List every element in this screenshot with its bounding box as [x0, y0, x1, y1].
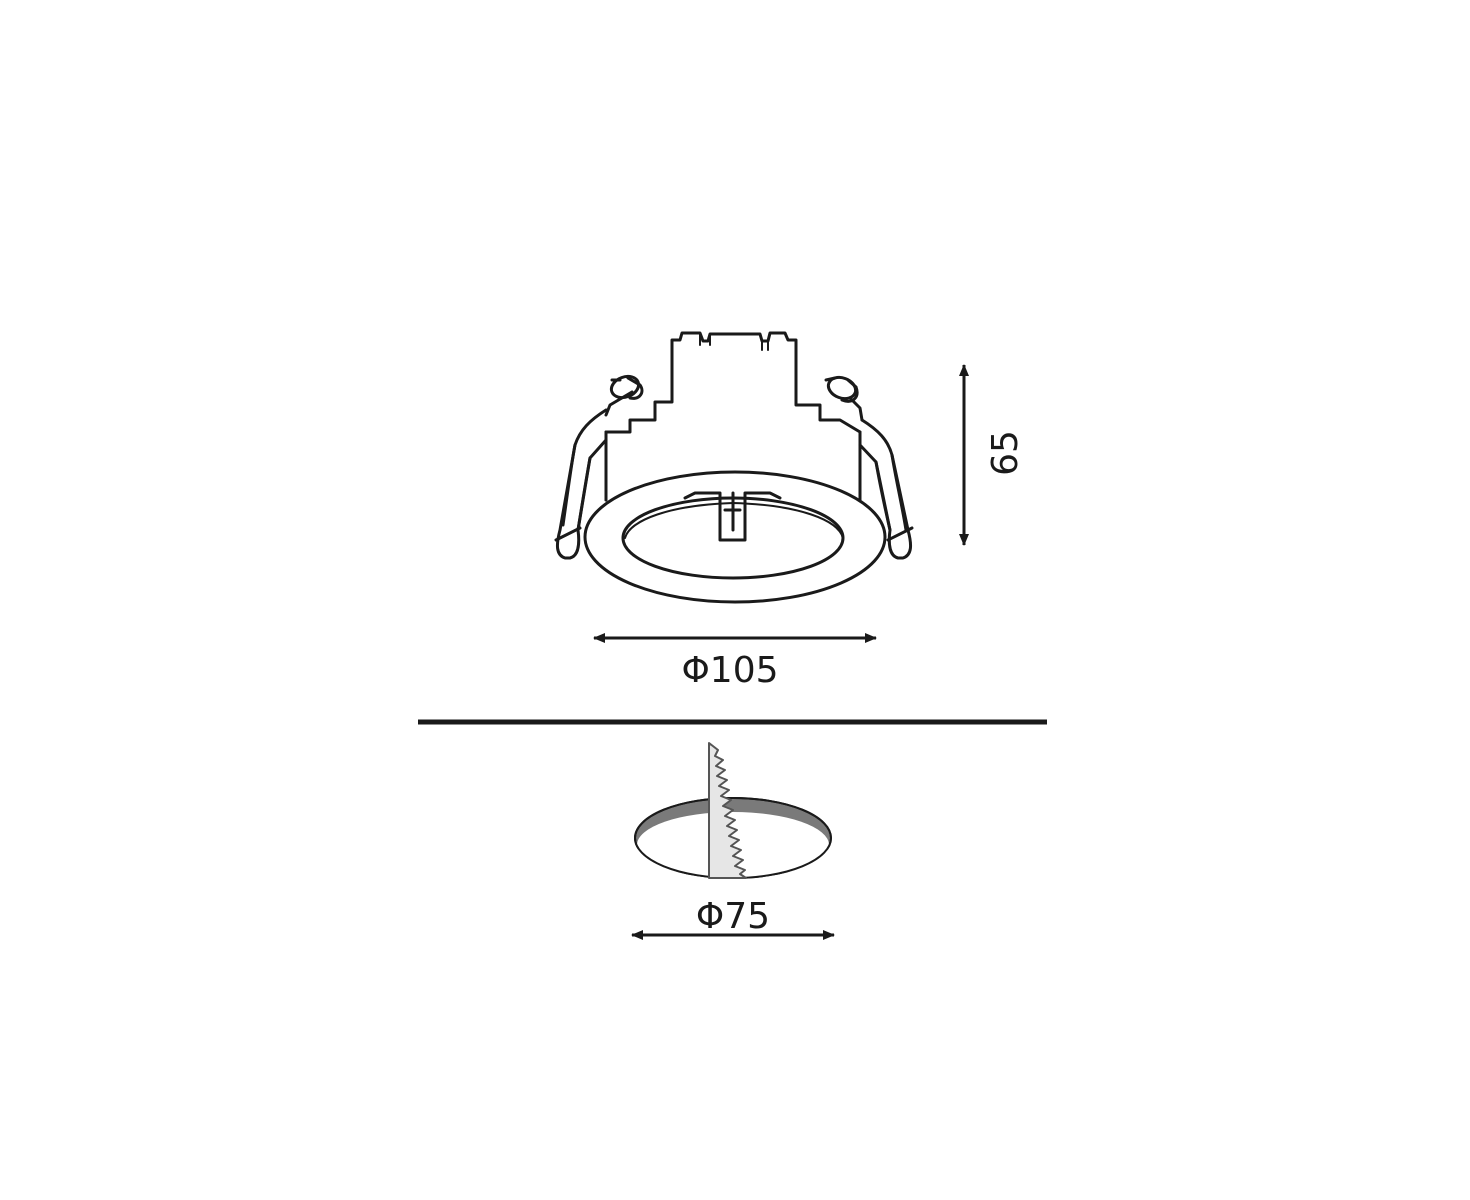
saw-blade-icon [708, 742, 747, 879]
left-spring-clip [554, 374, 644, 560]
light-engine [683, 491, 782, 542]
right-spring-clip [824, 375, 914, 560]
trim-ring-outer [583, 470, 887, 604]
cutout-diameter-dimension: Φ75 [631, 896, 835, 940]
housing-body [604, 430, 862, 502]
housing-top [604, 331, 862, 502]
outer-diameter-label: Φ105 [681, 650, 778, 691]
saw-blade-body [708, 742, 747, 879]
height-label: 65 [985, 430, 1026, 476]
housing-notch [699, 332, 769, 351]
downlight-fixture [554, 331, 914, 604]
cutout-diameter-label: Φ75 [696, 896, 770, 937]
height-dimension: 65 [959, 364, 1026, 546]
outer-diameter-dimension: Φ105 [593, 633, 877, 691]
